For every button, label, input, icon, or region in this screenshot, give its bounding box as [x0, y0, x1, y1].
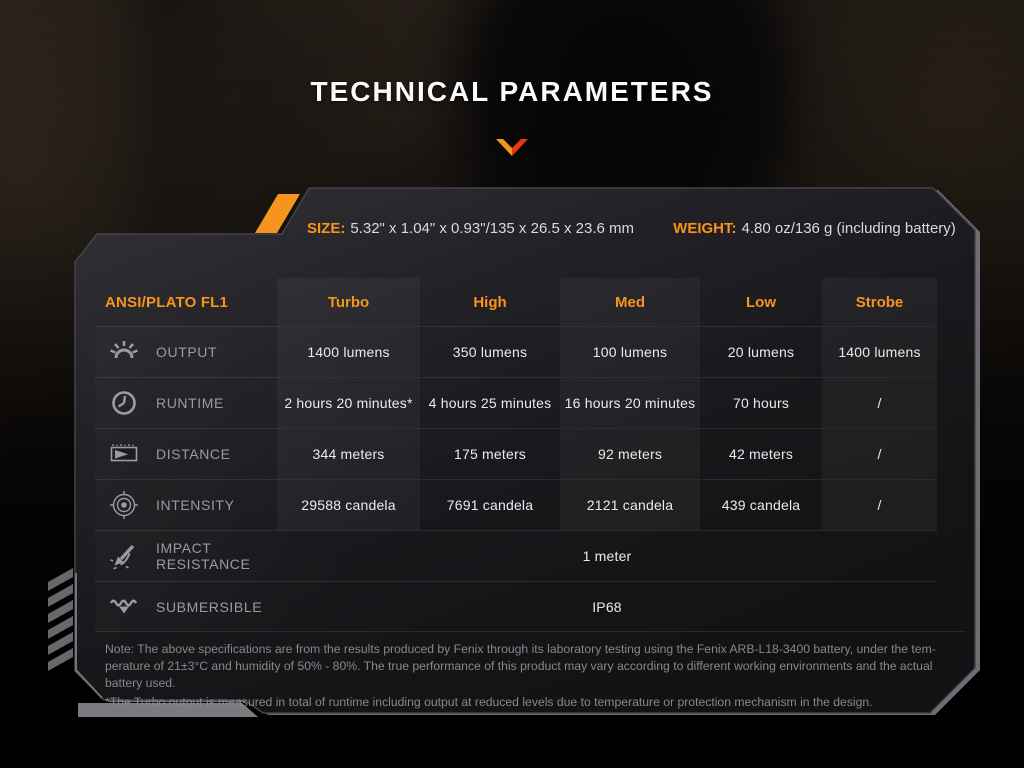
light-output-icon	[108, 336, 140, 368]
table-row-intensity: INTENSITY 29588 candela 7691 candela 212…	[95, 479, 937, 530]
cell-output-high: 350 lumens	[452, 344, 528, 360]
row-label: SUBMERSIBLE	[156, 599, 263, 615]
table-corner-label: ANSI/PLATO FL1	[105, 293, 229, 311]
cell-runtime-high: 4 hours 25 minutes	[428, 395, 552, 411]
bottom-accent-bar	[78, 703, 258, 717]
cell-output-med: 100 lumens	[560, 327, 700, 377]
row-label: RUNTIME	[156, 395, 224, 411]
cell-submersible-value: IP68	[592, 599, 622, 615]
clock-icon	[108, 387, 140, 419]
size-value: 5.32" x 1.04" x 0.93"/135 x 26.5 x 23.6 …	[350, 220, 634, 237]
cell-distance-turbo: 344 meters	[277, 429, 420, 479]
column-header-high: High	[473, 293, 507, 311]
cell-distance-strobe: /	[822, 429, 937, 479]
cell-output-low: 20 lumens	[727, 344, 795, 360]
cell-output-strobe: 1400 lumens	[822, 327, 937, 377]
cell-intensity-strobe: /	[822, 480, 937, 530]
column-header-low: Low	[746, 293, 776, 311]
cell-intensity-high: 7691 candela	[446, 497, 534, 513]
left-edge-accent	[75, 573, 103, 699]
cell-runtime-med: 16 hours 20 minutes	[560, 378, 700, 428]
row-label: OUTPUT	[156, 344, 218, 360]
note-text: perature of 21±3°C and humidity of 50% -…	[105, 659, 933, 673]
size-label: SIZE:	[307, 220, 346, 237]
cell-intensity-low: 439 candela	[721, 497, 801, 513]
cell-distance-high: 175 meters	[453, 446, 527, 462]
table-row-submersible: SUBMERSIBLE IP68	[95, 581, 937, 632]
water-submersible-icon	[108, 591, 140, 623]
table-header-row: ANSI/PLATO FL1 Turbo High Med Low Strobe	[95, 278, 937, 326]
table-row-output: OUTPUT 1400 lumens 350 lumens 100 lumens…	[95, 326, 937, 377]
orange-slash-accent	[255, 194, 300, 233]
hazard-stripes	[48, 568, 73, 671]
beam-distance-icon	[108, 438, 140, 470]
table-row-runtime: RUNTIME 2 hours 20 minutes* 4 hours 25 m…	[95, 377, 937, 428]
cell-runtime-turbo: 2 hours 20 minutes*	[277, 378, 420, 428]
cell-intensity-med: 2121 candela	[560, 480, 700, 530]
cell-runtime-low: 70 hours	[732, 395, 790, 411]
spec-table: ANSI/PLATO FL1 Turbo High Med Low Strobe	[95, 278, 937, 632]
note-text: battery used.	[105, 676, 176, 690]
cell-output-turbo: 1400 lumens	[277, 327, 420, 377]
cell-impact-resistance-value: 1 meter	[582, 548, 632, 564]
column-header-turbo: Turbo	[277, 278, 420, 326]
cell-distance-med: 92 meters	[560, 429, 700, 479]
size-weight-row: SIZE: 5.32" x 1.04" x 0.93"/135 x 26.5 x …	[307, 220, 956, 237]
cell-distance-low: 42 meters	[728, 446, 794, 462]
weight-value: 4.80 oz/136 g (including battery)	[741, 220, 956, 237]
table-row-distance: DISTANCE 344 meters 175 meters 92 meters…	[95, 428, 937, 479]
target-intensity-icon	[108, 489, 140, 521]
turbo-footnote: *The Turbo output is measured in total o…	[105, 695, 873, 709]
notes: Note: The above specifications are from …	[95, 631, 965, 711]
row-label: IMPACT RESISTANCE	[156, 540, 251, 572]
cell-intensity-turbo: 29588 candela	[277, 480, 420, 530]
cell-runtime-strobe: /	[822, 378, 937, 428]
weight-label: WEIGHT:	[673, 220, 737, 237]
chevron-down-icon	[496, 139, 528, 156]
table-row-impact-resistance: IMPACT RESISTANCE 1 meter	[95, 530, 937, 581]
page-title: TECHNICAL PARAMETERS	[310, 76, 714, 107]
column-header-strobe: Strobe	[822, 278, 937, 326]
row-label: DISTANCE	[156, 446, 231, 462]
note-text: Note: The above specifications are from …	[105, 642, 936, 656]
impact-arrow-icon	[108, 540, 140, 572]
row-label: INTENSITY	[156, 497, 235, 513]
panel-body	[74, 187, 976, 714]
column-header-med: Med	[560, 278, 700, 326]
